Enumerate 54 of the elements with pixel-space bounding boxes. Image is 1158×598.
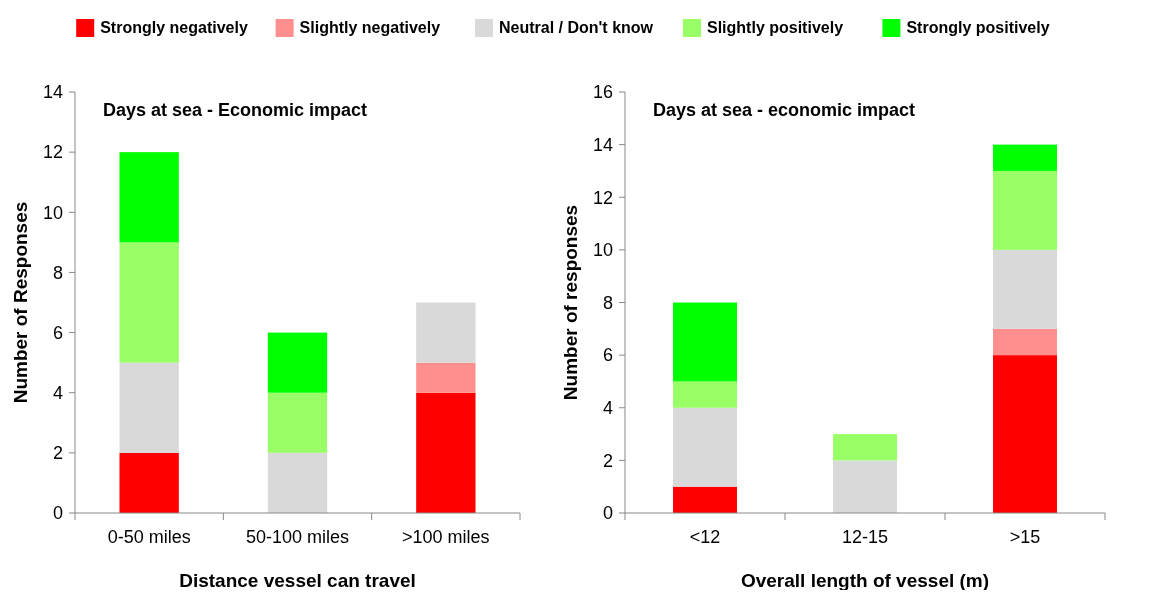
y-tick-label: 14 — [592, 134, 613, 155]
y-tick-label: 16 — [592, 82, 613, 103]
chart-title: Days at sea - economic impact — [653, 100, 916, 120]
x-tick-label: 0-50 miles — [107, 527, 191, 547]
bar — [833, 460, 897, 513]
bar — [993, 355, 1057, 513]
x-tick-label: >15 — [1009, 527, 1041, 547]
bar — [416, 362, 476, 393]
y-tick-label: 10 — [42, 202, 63, 223]
bar — [993, 144, 1057, 171]
bar — [267, 452, 328, 513]
y-tick-label: 6 — [52, 322, 63, 343]
x-axis-title: Distance vessel can travel — [179, 570, 416, 591]
y-tick-label: 2 — [602, 450, 613, 471]
y-tick-label: 8 — [52, 262, 63, 283]
legend-label: Slightly negatively — [299, 19, 441, 36]
y-tick-label: 4 — [602, 398, 613, 419]
legend-label: Neutral / Don't know — [499, 19, 654, 36]
legend-label: Slightly positively — [707, 19, 844, 36]
bar — [993, 328, 1057, 356]
bar — [119, 152, 179, 243]
bar — [119, 362, 179, 453]
bar — [416, 302, 476, 363]
bar — [993, 249, 1057, 329]
bar — [267, 392, 328, 453]
y-axis-title: Number of Responses — [10, 201, 31, 404]
legend-label: Strongly negatively — [100, 19, 248, 36]
y-tick-label: 12 — [42, 142, 63, 163]
y-tick-label: 2 — [52, 443, 63, 464]
y-tick-label: 14 — [42, 82, 63, 103]
legend-label: Strongly positively — [906, 19, 1050, 36]
bar — [267, 332, 328, 393]
y-axis-title: Number of responses — [560, 204, 581, 401]
y-tick-label: 12 — [592, 187, 613, 208]
x-tick-label: 50-100 miles — [245, 527, 350, 547]
chart-title: Days at sea - Economic impact — [103, 100, 368, 120]
bar — [119, 242, 179, 363]
y-tick-label: 0 — [52, 503, 63, 524]
bar — [993, 170, 1057, 250]
bar — [673, 486, 737, 513]
bar — [673, 381, 737, 408]
y-tick-label: 0 — [602, 503, 613, 524]
x-tick-label: >100 miles — [402, 527, 490, 547]
bar — [416, 392, 476, 513]
x-tick-label: <12 — [689, 527, 721, 547]
x-tick-label: 12-15 — [841, 527, 889, 547]
y-tick-label: 8 — [602, 292, 613, 313]
bar — [119, 452, 179, 513]
y-tick-label: 4 — [52, 383, 63, 404]
bar — [673, 407, 737, 487]
y-tick-label: 10 — [592, 240, 613, 261]
bar — [673, 302, 737, 382]
y-tick-label: 6 — [602, 345, 613, 366]
bar — [833, 434, 897, 461]
